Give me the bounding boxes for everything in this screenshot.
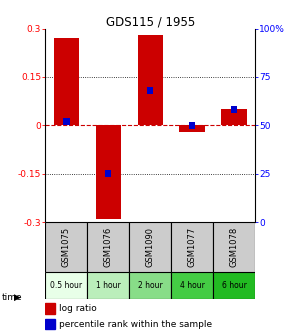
Bar xyxy=(54,38,79,125)
Bar xyxy=(129,272,171,299)
Text: 2 hour: 2 hour xyxy=(138,281,163,290)
Text: GSM1076: GSM1076 xyxy=(104,227,113,267)
Text: log ratio: log ratio xyxy=(59,304,97,313)
Bar xyxy=(213,272,255,299)
Text: 4 hour: 4 hour xyxy=(180,281,205,290)
Text: 6 hour: 6 hour xyxy=(222,281,246,290)
Bar xyxy=(222,109,246,125)
Bar xyxy=(213,222,255,272)
Bar xyxy=(138,35,163,125)
Text: GSM1078: GSM1078 xyxy=(229,227,239,267)
Text: 0.5 hour: 0.5 hour xyxy=(50,281,82,290)
Bar xyxy=(63,118,69,125)
Bar xyxy=(180,125,205,132)
Bar xyxy=(45,222,87,272)
Text: percentile rank within the sample: percentile rank within the sample xyxy=(59,320,212,329)
Text: time: time xyxy=(1,293,22,302)
Bar xyxy=(129,222,171,272)
Text: GSM1077: GSM1077 xyxy=(188,227,197,267)
Title: GDS115 / 1955: GDS115 / 1955 xyxy=(105,15,195,29)
Text: GSM1090: GSM1090 xyxy=(146,227,155,267)
Bar xyxy=(105,170,111,177)
Text: GSM1075: GSM1075 xyxy=(62,227,71,267)
Bar xyxy=(171,272,213,299)
Bar xyxy=(45,319,55,329)
Bar xyxy=(87,272,129,299)
Bar xyxy=(147,87,153,94)
Bar xyxy=(189,122,195,129)
Bar xyxy=(96,125,121,219)
Bar xyxy=(231,106,237,113)
Bar xyxy=(87,222,129,272)
Bar xyxy=(45,272,87,299)
Text: 1 hour: 1 hour xyxy=(96,281,121,290)
Bar xyxy=(45,303,55,313)
Bar xyxy=(171,222,213,272)
Text: ▶: ▶ xyxy=(14,293,21,302)
